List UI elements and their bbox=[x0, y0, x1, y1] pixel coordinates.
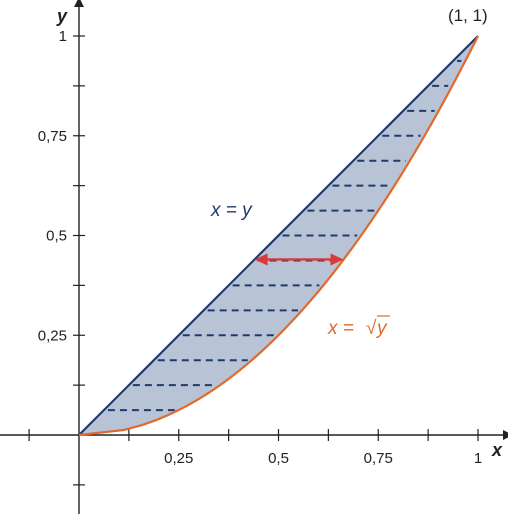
label-x-equals-sqrt-y: x = √ y bbox=[327, 315, 390, 339]
arrow-head-right bbox=[330, 253, 344, 266]
label-x-equals-sqrt-y-prefix: x = bbox=[327, 318, 354, 339]
arrow-head-left bbox=[254, 253, 268, 266]
series-line-x-equals-y bbox=[78, 35, 479, 436]
y-tick-label: 0,5 bbox=[46, 228, 67, 245]
x-tick-label: 1 bbox=[474, 450, 482, 467]
y-tick-label: 0,75 bbox=[38, 128, 67, 145]
label-radical-sign: √ bbox=[366, 318, 377, 339]
y-axis-label: y bbox=[56, 6, 68, 26]
label-radicand: y bbox=[375, 318, 388, 339]
x-ticks: 0,25 0,5 0,75 1 bbox=[28, 429, 482, 467]
x-tick-label: 0,5 bbox=[268, 450, 289, 467]
x-tick-label: 0,25 bbox=[164, 450, 193, 467]
point-label-1-1: (1, 1) bbox=[448, 6, 488, 25]
x-tick-label: 0,75 bbox=[364, 450, 393, 467]
y-tick-label: 0,25 bbox=[38, 327, 67, 344]
y-tick-label: 1 bbox=[59, 28, 67, 45]
x-axis-label: x bbox=[491, 440, 503, 460]
double-arrow bbox=[254, 253, 344, 266]
label-x-equals-y: x = y bbox=[210, 200, 253, 221]
series-curve-x-equals-sqrt-y bbox=[78, 35, 479, 437]
y-ticks: 0,25 0,5 0,75 1 bbox=[38, 28, 85, 486]
